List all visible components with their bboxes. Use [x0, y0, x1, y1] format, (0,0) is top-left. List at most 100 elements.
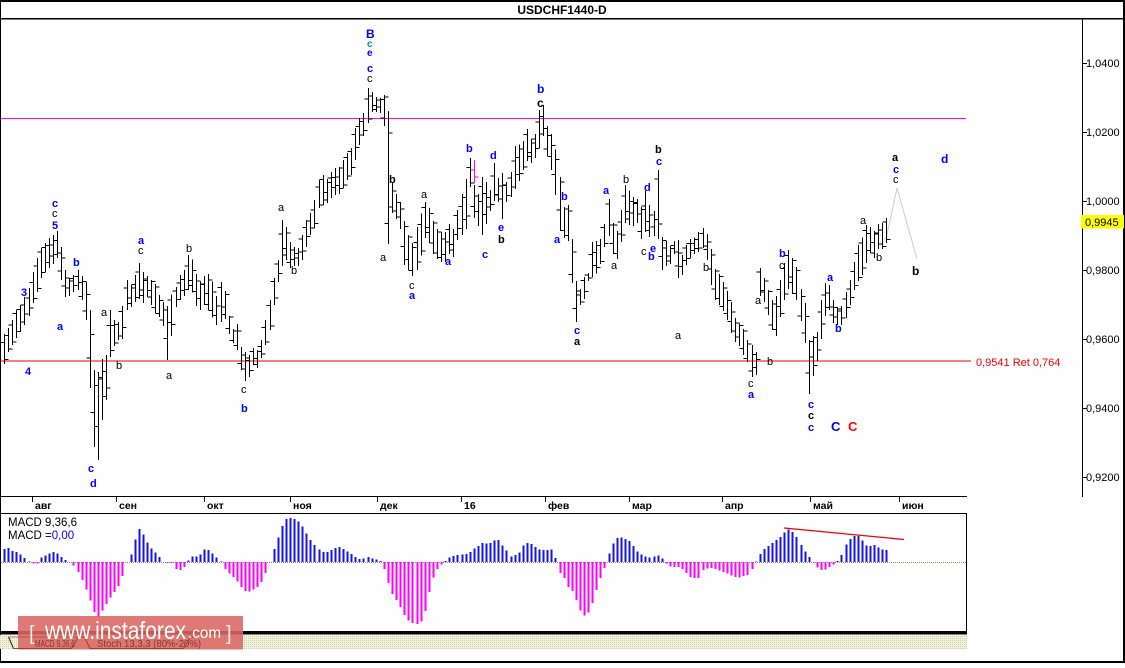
svg-text:b: b [779, 248, 786, 260]
svg-text:a: a [675, 330, 682, 342]
svg-text:5: 5 [52, 220, 58, 232]
svg-text:b: b [561, 191, 568, 203]
svg-text:c: c [367, 39, 373, 50]
svg-text:a: a [380, 252, 387, 264]
svg-text:b: b [655, 144, 662, 156]
svg-text:0,9800: 0,9800 [1086, 265, 1120, 277]
svg-text:a: a [409, 290, 416, 302]
svg-text:c: c [893, 164, 899, 176]
svg-text:c: c [574, 325, 580, 337]
svg-text:июн: июн [902, 500, 924, 512]
svg-text:a: a [101, 307, 108, 319]
svg-text:b: b [623, 174, 629, 186]
svg-text:16: 16 [464, 500, 476, 512]
svg-text:дек: дек [380, 500, 399, 512]
svg-text:c: c [641, 246, 647, 258]
svg-text:ноя: ноя [293, 500, 312, 512]
svg-text:C: C [831, 419, 841, 434]
svg-text:3: 3 [21, 287, 27, 299]
svg-text:www.instaforex: www.instaforex [44, 617, 186, 645]
svg-text:b: b [498, 234, 505, 246]
svg-text:b: b [291, 265, 297, 277]
svg-text:MACD =0,00: MACD =0,00 [8, 530, 74, 542]
svg-text:b: b [912, 264, 919, 278]
svg-text:c: c [808, 410, 814, 422]
svg-text:c: c [138, 245, 144, 257]
svg-text:1,0000: 1,0000 [1086, 196, 1120, 208]
svg-text:0,9541 Ret 0,764: 0,9541 Ret 0,764 [976, 357, 1060, 369]
svg-text:b: b [116, 360, 122, 372]
svg-text:a: a [748, 389, 755, 401]
svg-text:USDCHF1440-D: USDCHF1440-D [517, 3, 607, 17]
svg-text:окт: окт [207, 500, 224, 512]
svg-text:b: b [389, 174, 396, 186]
svg-text:4: 4 [25, 366, 32, 378]
svg-text:b: b [648, 251, 655, 263]
svg-text:MACD 9,36,6: MACD 9,36,6 [35, 638, 75, 650]
svg-text:d: d [941, 152, 948, 166]
svg-text:b: b [186, 243, 192, 255]
svg-text:c: c [482, 249, 488, 261]
svg-text:b: b [241, 403, 248, 415]
svg-text:0,9600: 0,9600 [1086, 334, 1120, 346]
svg-text:a: a [166, 370, 173, 382]
svg-text:a: a [445, 256, 452, 268]
svg-text:c: c [748, 378, 754, 390]
svg-text:b: b [73, 257, 80, 269]
svg-text:c: c [779, 260, 785, 272]
svg-text:a: a [574, 336, 581, 348]
svg-text:b: b [537, 82, 544, 96]
svg-text:0,9400: 0,9400 [1086, 403, 1120, 415]
svg-text:c: c [656, 156, 662, 168]
svg-text:b: b [703, 262, 709, 274]
svg-text:e: e [367, 48, 373, 59]
svg-text:a: a [827, 272, 834, 284]
svg-text:]: ] [226, 623, 232, 645]
svg-text:b: b [876, 252, 882, 264]
svg-text:c: c [52, 198, 58, 210]
svg-text:a: a [603, 185, 610, 197]
svg-text:c: c [537, 96, 544, 110]
svg-text:апр: апр [725, 500, 744, 512]
svg-text:e: e [650, 243, 656, 255]
svg-text:d: d [490, 150, 497, 162]
svg-text:май: май [813, 500, 833, 512]
svg-text:a: a [892, 152, 899, 164]
svg-text:c: c [808, 399, 814, 411]
svg-text:сен: сен [119, 500, 137, 512]
svg-text:a: a [755, 295, 762, 307]
svg-text:фев: фев [548, 500, 570, 512]
svg-text:b: b [767, 356, 773, 368]
svg-text:c: c [893, 174, 899, 186]
svg-text:1,0400: 1,0400 [1086, 58, 1120, 70]
svg-text:c: c [808, 422, 814, 434]
svg-text:d: d [644, 182, 651, 194]
svg-text:0,9945: 0,9945 [1085, 217, 1119, 229]
svg-text:[: [ [29, 623, 35, 645]
svg-text:MACD 9,36,6: MACD 9,36,6 [8, 517, 77, 529]
svg-text:мар: мар [632, 500, 652, 512]
svg-text:a: a [611, 260, 618, 272]
svg-text:B: B [366, 27, 375, 41]
svg-text:a: a [138, 235, 145, 247]
svg-text:b: b [835, 323, 842, 335]
svg-text:a: a [421, 189, 428, 201]
svg-text:d: d [90, 478, 97, 490]
svg-text:b: b [466, 143, 473, 155]
svg-text:a: a [860, 215, 867, 227]
svg-text:c: c [52, 208, 58, 220]
svg-text:a: a [554, 234, 561, 246]
svg-text:Stoch 13,3,3 (80%-20%): Stoch 13,3,3 (80%-20%) [97, 638, 201, 650]
svg-text:c: c [367, 63, 373, 75]
svg-text:C: C [848, 419, 858, 434]
svg-text:c: c [409, 280, 415, 292]
svg-text:.com: .com [188, 625, 221, 642]
svg-text:авг: авг [35, 500, 52, 512]
svg-text:c: c [367, 73, 373, 85]
svg-text:1,0200: 1,0200 [1086, 127, 1120, 139]
svg-text:a: a [278, 202, 285, 214]
svg-text:a: a [57, 321, 64, 333]
svg-text:c: c [241, 384, 247, 396]
svg-text:0,9200: 0,9200 [1086, 472, 1120, 484]
svg-text:c: c [88, 463, 94, 475]
